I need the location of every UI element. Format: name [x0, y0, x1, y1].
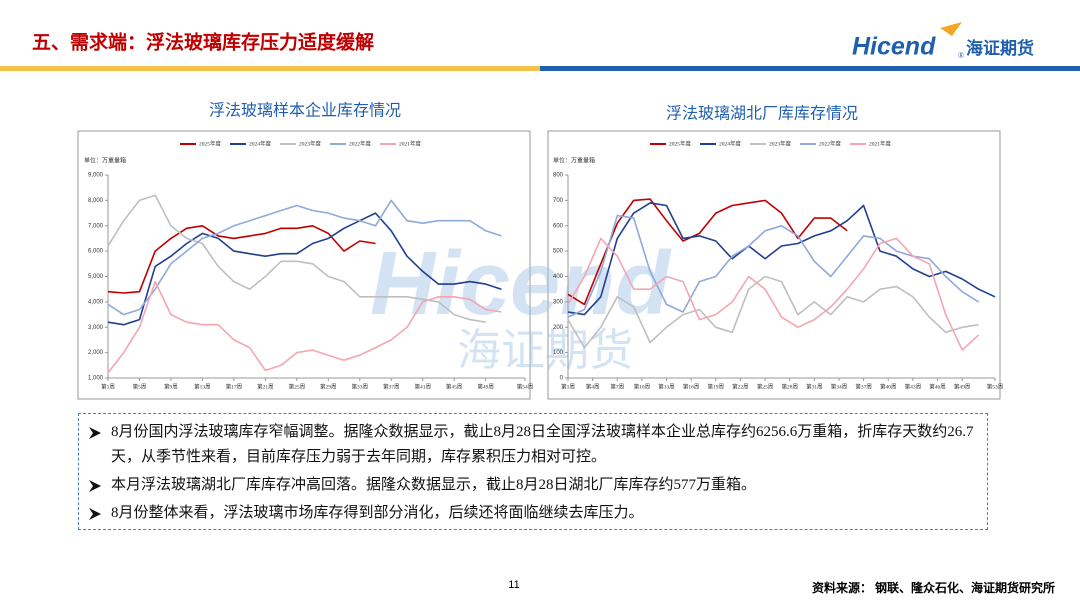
legend-label: 2021年度 [399, 139, 422, 147]
bullet-text: 8月份国内浮法玻璃库存窄幅调整。据隆众数据显示，截止8月28日全国浮法玻璃样本企… [111, 424, 974, 465]
legend-label: 2022年度 [819, 139, 842, 147]
header-band-yellow [0, 66, 540, 71]
chart-frame [547, 130, 1001, 400]
y-tick-label: 700 [553, 198, 564, 204]
bullet: 本月浮法玻璃湖北厂库库存冲高回落。据隆众数据显示，截止8月28日湖北厂库库存约5… [89, 473, 977, 498]
bullet: 8月份国内浮法玻璃库存窄幅调整。据隆众数据显示，截止8月28日全国浮法玻璃样本企… [89, 420, 977, 470]
y-tick-label: 8,000 [88, 198, 104, 204]
series-line [567, 237, 980, 351]
x-tick-label: 第28周 [781, 382, 798, 390]
y-tick-label: 500 [553, 249, 564, 255]
chart-frame [77, 130, 531, 400]
header-band-blue [540, 66, 1080, 71]
x-tick-label: 第13周 [658, 382, 675, 390]
x-tick-label: 第31周 [806, 382, 823, 390]
x-tick-label: 第53周 [987, 382, 1004, 390]
x-tick-label: 第5周 [133, 382, 147, 390]
y-tick-label: 3,000 [88, 325, 104, 331]
x-tick-label: 第34周 [831, 382, 848, 390]
bullet-arrow [89, 480, 101, 492]
y-tick-label: 800 [553, 173, 564, 179]
y-tick-label: 200 [553, 325, 564, 331]
y-tick-label: 9,000 [88, 173, 104, 179]
series-line [567, 214, 980, 318]
series-line [107, 212, 502, 326]
series-line [107, 225, 376, 294]
series-line [567, 202, 996, 316]
bullet-arrow [89, 427, 101, 439]
bullet: 8月份整体来看，浮法玻璃市场库存得到部分消化，后续还将面临继续去库压力。 [89, 501, 977, 526]
chart-title: 浮法玻璃样本企业库存情况 [209, 102, 401, 120]
legend-label: 2021年度 [869, 139, 892, 147]
x-tick-label: 第37周 [383, 382, 400, 390]
logo-brand: Hicend [852, 33, 936, 61]
y-tick-label: 400 [553, 274, 564, 280]
watermark-brand: Hicend [370, 234, 672, 334]
x-tick-label: 第9周 [164, 382, 178, 390]
logo-mark [940, 22, 962, 36]
x-tick-label: 第41周 [414, 382, 431, 390]
bullet-arrow [89, 508, 101, 520]
legend-label: 2024年度 [249, 139, 272, 147]
legend-label: 2023年度 [769, 139, 792, 147]
x-tick-label: 第13周 [194, 382, 211, 390]
legend-label: 2024年度 [719, 139, 742, 147]
x-tick-label: 第22周 [732, 382, 749, 390]
x-tick-label: 第45周 [446, 382, 463, 390]
x-tick-label: 第54周 [517, 382, 534, 390]
legend-label: 2025年度 [669, 139, 692, 147]
source: 资料来源： 钢联、隆众石化、海证期货研究所 [812, 580, 1055, 595]
logo-name: 海证期货 [966, 38, 1034, 58]
x-tick-label: 第4周 [586, 382, 600, 390]
x-tick-label: 第25周 [289, 382, 306, 390]
logo-reg: ® [958, 51, 964, 60]
y-tick-label: 7,000 [88, 223, 104, 229]
y-tick-label: 1,000 [88, 376, 104, 382]
x-tick-label: 第46周 [929, 382, 946, 390]
series-line [567, 198, 848, 306]
series-line [107, 199, 502, 316]
x-tick-label: 第19周 [708, 382, 725, 390]
x-tick-label: 第37周 [855, 382, 872, 390]
series-line [567, 275, 979, 349]
unit-label: 单位：万重量箱 [84, 156, 126, 164]
y-tick-label: 0 [560, 376, 564, 382]
x-tick-label: 第49周 [477, 382, 494, 390]
unit-label: 单位：万重量箱 [553, 156, 595, 164]
series-line [107, 280, 502, 374]
y-tick-label: 4,000 [88, 299, 104, 305]
y-tick-label: 2,000 [88, 350, 104, 356]
x-tick-label: 第33周 [352, 382, 369, 390]
slide-title: 五、需求端：浮法玻璃库存压力适度缓解 [32, 30, 374, 53]
bullet-text: 本月浮法玻璃湖北厂库库存冲高回落。据隆众数据显示，截止8月28日湖北厂库库存约5… [111, 477, 757, 493]
x-tick-label: 第40周 [880, 382, 897, 390]
x-tick-label: 第25周 [757, 382, 774, 390]
page-number: 11 [508, 579, 519, 591]
y-tick-label: 300 [553, 299, 564, 305]
y-tick-label: 5,000 [88, 274, 104, 280]
y-tick-label: 6,000 [88, 249, 104, 255]
series-line [107, 194, 486, 323]
watermark-name: 海证期货 [457, 326, 633, 375]
x-tick-label: 第29周 [320, 382, 337, 390]
legend-label: 2025年度 [199, 139, 222, 147]
legend-label: 2023年度 [299, 139, 322, 147]
bullet-box: 8月份国内浮法玻璃库存窄幅调整。据隆众数据显示，截止8月28日全国浮法玻璃样本企… [78, 413, 988, 530]
legend-label: 2022年度 [349, 139, 372, 147]
x-tick-label: 第49周 [954, 382, 971, 390]
x-tick-label: 第10周 [634, 382, 651, 390]
x-tick-label: 第7周 [610, 382, 624, 390]
x-tick-label: 第16周 [683, 382, 700, 390]
chart-title: 浮法玻璃湖北厂库库存情况 [666, 105, 858, 123]
bullet-text: 8月份整体来看，浮法玻璃市场库存得到部分消化，后续还将面临继续去库压力。 [111, 505, 644, 521]
y-tick-label: 100 [553, 350, 564, 356]
x-tick-label: 第17周 [226, 382, 243, 390]
x-tick-label: 第43周 [905, 382, 922, 390]
x-tick-label: 第1周 [101, 382, 115, 390]
x-tick-label: 第21周 [257, 382, 274, 390]
y-tick-label: 600 [553, 223, 564, 229]
x-tick-label: 第1周 [561, 382, 575, 390]
